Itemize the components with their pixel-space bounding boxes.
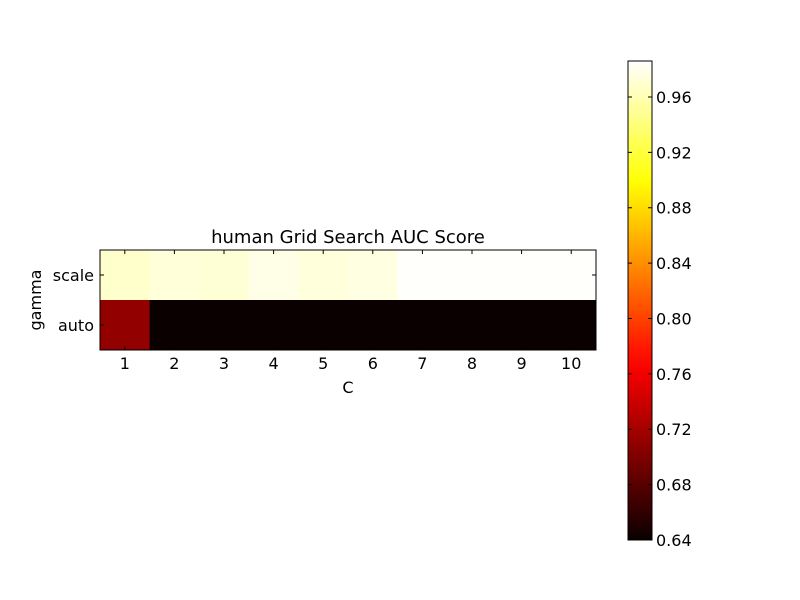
x-tick-label: 5 <box>318 354 328 373</box>
colorbar-tick-label: 0.84 <box>656 254 692 273</box>
x-tick-label: 3 <box>219 354 229 373</box>
y-axis-label: gamma <box>26 270 45 331</box>
heatmap-cell <box>397 250 448 301</box>
y-axis-ticks: scale auto <box>53 266 596 335</box>
heatmap-cell <box>199 250 250 301</box>
heatmap-cell <box>149 300 200 351</box>
heatmap-cell <box>199 300 250 351</box>
y-tick-label: auto <box>58 316 94 335</box>
heatmap-cell <box>298 250 349 301</box>
heatmap-cell <box>397 300 448 351</box>
y-tick-label: scale <box>53 266 94 285</box>
x-tick-label: 6 <box>368 354 378 373</box>
colorbar-tick-label: 0.96 <box>656 88 692 107</box>
heatmap-cell <box>496 250 547 301</box>
x-tick-label: 2 <box>169 354 179 373</box>
heatmap-cell <box>348 250 399 301</box>
colorbar-tick-label: 0.72 <box>656 420 692 439</box>
heatmap-cell <box>447 300 498 351</box>
colorbar-tick-label: 0.92 <box>656 143 692 162</box>
heatmap-cell <box>100 300 151 351</box>
heatmap-cell <box>248 300 299 351</box>
heatmap-cell <box>100 250 151 301</box>
x-tick-label: 8 <box>467 354 477 373</box>
colorbar-gradient <box>627 60 653 541</box>
colorbar-tick-label: 0.64 <box>656 531 692 550</box>
colorbar-tick-label: 0.80 <box>656 309 692 328</box>
heatmap-cell <box>496 300 547 351</box>
plot-frame <box>99 249 597 351</box>
x-tick-label: 4 <box>269 354 279 373</box>
x-axis-label: C <box>342 378 353 397</box>
heatmap-cell <box>447 250 498 301</box>
x-tick-label: 7 <box>417 354 427 373</box>
colorbar: 0.64 0.68 0.72 0.76 0.80 0.84 0.88 0.92 0.96 <box>627 60 692 550</box>
heatmap-cell <box>546 300 597 351</box>
colorbar-tick-label: 0.88 <box>656 199 692 218</box>
heatmap-cell <box>348 300 399 351</box>
x-axis-ticks: 1 2 3 4 5 6 7 8 9 10 <box>120 250 581 373</box>
x-tick-label: 10 <box>561 354 581 373</box>
heatmap-cell <box>248 250 299 301</box>
colorbar-tick-label: 0.68 <box>656 476 692 495</box>
heatmap-cell <box>298 300 349 351</box>
x-tick-label: 9 <box>517 354 527 373</box>
heatmap-cell <box>546 250 597 301</box>
heatmap-cell <box>149 250 200 301</box>
colorbar-tick-label: 0.76 <box>656 365 692 384</box>
x-tick-label: 1 <box>120 354 130 373</box>
chart-title: human Grid Search AUC Score <box>211 227 485 248</box>
heatmap-cells <box>100 250 597 351</box>
